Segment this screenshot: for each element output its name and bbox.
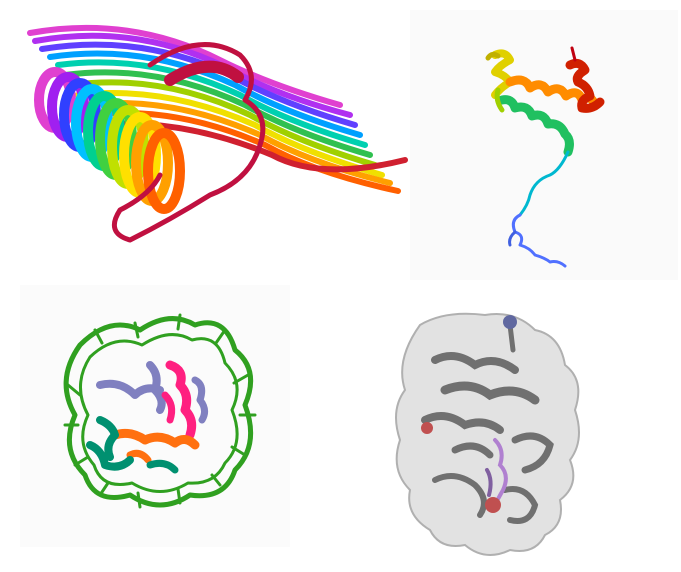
helical-protein-image [485, 46, 605, 268]
beta-solenoid-panel [10, 5, 410, 260]
red-sphere-bottom [485, 497, 501, 513]
red-loop [111, 42, 266, 243]
red-sphere-left [421, 422, 433, 434]
nucleosome-image [63, 313, 257, 509]
green-helix [497, 95, 574, 157]
protein-surface [395, 312, 580, 556]
blue-sphere [503, 315, 517, 329]
yellow-helix [491, 49, 514, 99]
blue-coil [511, 213, 567, 268]
rainbow-bands [34, 67, 185, 214]
surface-protein-image [395, 312, 580, 556]
red-helix [565, 58, 605, 113]
nucleosome-panel [20, 285, 290, 547]
dna-superhelix [63, 313, 257, 509]
histone-h2b [86, 416, 134, 471]
helical-protein-panel [410, 10, 678, 280]
histone-h3 [96, 361, 166, 414]
histone-h4 [165, 360, 197, 440]
surface-protein-panel [385, 300, 590, 565]
protein-cartoon [421, 322, 554, 524]
beta-solenoid-image [27, 24, 408, 243]
histone-h2a [110, 428, 200, 450]
cyan-coil [518, 150, 570, 217]
